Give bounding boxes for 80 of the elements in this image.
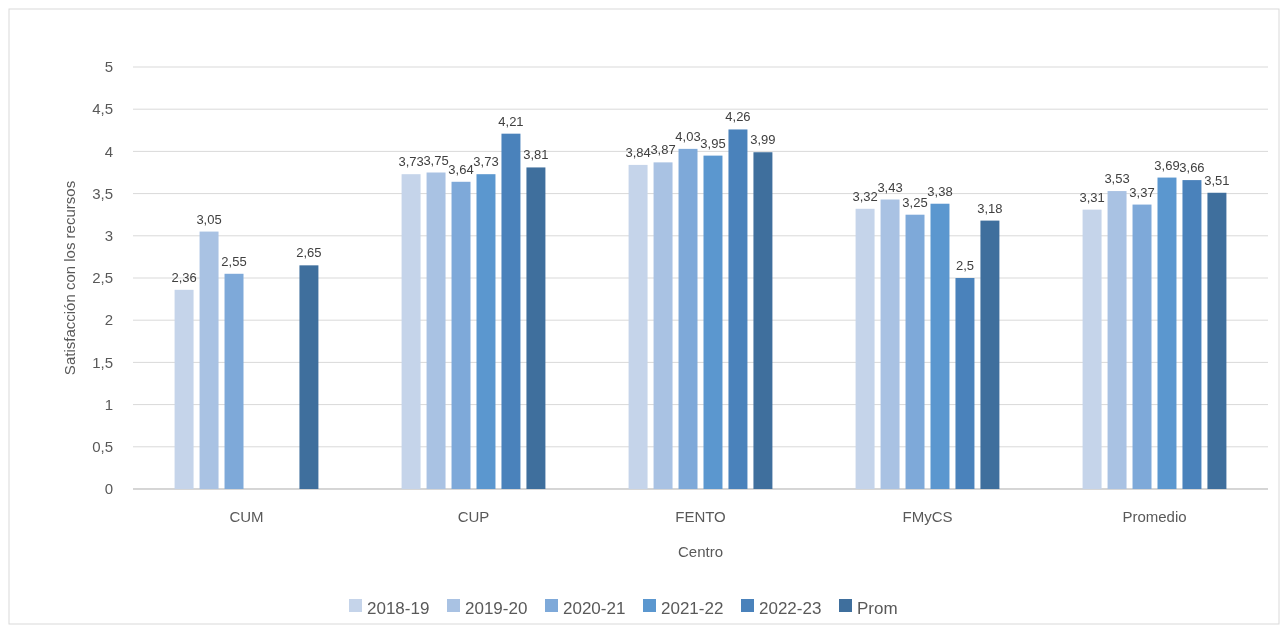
bar xyxy=(526,167,546,489)
bar xyxy=(653,162,673,489)
bar xyxy=(703,155,723,489)
bar xyxy=(1207,192,1227,489)
bar xyxy=(199,231,219,489)
bar xyxy=(930,203,950,489)
legend-label: 2021-22 xyxy=(661,598,724,618)
x-tick-label: Promedio xyxy=(1122,508,1187,525)
bar xyxy=(1132,204,1152,489)
bar xyxy=(401,174,421,489)
legend-label: Prom xyxy=(857,598,898,618)
data-label: 3,31 xyxy=(1079,189,1105,205)
data-label: 3,51 xyxy=(1204,172,1230,188)
data-label: 4,03 xyxy=(675,128,701,144)
bar xyxy=(1082,209,1102,489)
bar xyxy=(980,220,1000,489)
data-label: 3,73 xyxy=(473,154,499,170)
data-label: 3,64 xyxy=(448,161,474,177)
data-label: 3,95 xyxy=(700,135,726,151)
x-axis-title: Centro xyxy=(677,543,724,560)
x-tick-label: FENTO xyxy=(675,508,726,525)
data-label: 3,38 xyxy=(927,183,953,199)
y-tick-label: 2 xyxy=(104,311,113,329)
data-label: 3,53 xyxy=(1104,171,1130,187)
x-tick-label: CUP xyxy=(457,508,490,525)
y-tick-label: 4 xyxy=(104,142,113,160)
data-label: 2,55 xyxy=(221,253,247,269)
bar xyxy=(224,273,244,489)
data-label: 3,05 xyxy=(196,211,222,227)
y-tick-label: 0,5 xyxy=(92,438,113,456)
bar xyxy=(855,208,875,489)
bar xyxy=(501,133,521,489)
bar xyxy=(628,164,648,489)
data-label: 3,75 xyxy=(423,152,449,168)
data-label: 2,5 xyxy=(955,258,974,273)
legend-label: 2019-20 xyxy=(465,598,528,618)
data-label: 3,87 xyxy=(650,142,676,158)
x-tick-label: FMyCS xyxy=(902,508,953,525)
y-tick-label: 4,5 xyxy=(92,100,113,118)
y-tick-label: 0 xyxy=(104,480,113,498)
data-label: 4,21 xyxy=(498,113,524,129)
bar xyxy=(451,181,471,489)
data-label: 3,69 xyxy=(1154,157,1180,173)
bar xyxy=(1157,177,1177,489)
data-label: 3,99 xyxy=(750,132,776,148)
bar xyxy=(426,172,446,489)
bar xyxy=(728,129,748,489)
data-label: 3,43 xyxy=(877,179,903,195)
bar xyxy=(753,152,773,489)
data-label: 3,81 xyxy=(523,147,549,163)
legend-label: 2020-21 xyxy=(563,598,626,618)
bar xyxy=(1182,180,1202,489)
y-tick-label: 3,5 xyxy=(92,184,113,202)
bar xyxy=(1107,191,1127,489)
bar xyxy=(174,289,194,489)
data-label: 2,65 xyxy=(296,245,322,261)
bar xyxy=(955,278,975,489)
data-label: 3,32 xyxy=(852,188,878,204)
x-tick-label: CUM xyxy=(229,508,264,525)
data-label: 3,25 xyxy=(902,194,928,210)
bar xyxy=(905,214,925,489)
data-label: 4,26 xyxy=(725,109,751,125)
legend-label: 2022-23 xyxy=(759,598,822,618)
data-label: 3,37 xyxy=(1129,184,1155,200)
data-label: 2,36 xyxy=(171,269,197,285)
data-label: 3,18 xyxy=(977,200,1003,216)
data-label: 3,73 xyxy=(398,154,424,170)
y-tick-label: 3 xyxy=(104,227,113,245)
bar xyxy=(299,265,319,489)
bar xyxy=(678,148,698,489)
y-axis-title: Satisfacción con los recursos xyxy=(61,180,78,376)
legend-label: 2018-19 xyxy=(367,598,430,618)
y-tick-label: 1 xyxy=(104,395,113,413)
data-label: 3,84 xyxy=(625,144,651,160)
bar xyxy=(880,199,900,489)
y-tick-label: 1,5 xyxy=(92,353,113,371)
y-tick-label: 5 xyxy=(104,58,113,76)
bar xyxy=(476,174,496,489)
data-label: 3,66 xyxy=(1179,160,1205,176)
y-tick-label: 2,5 xyxy=(92,269,113,287)
